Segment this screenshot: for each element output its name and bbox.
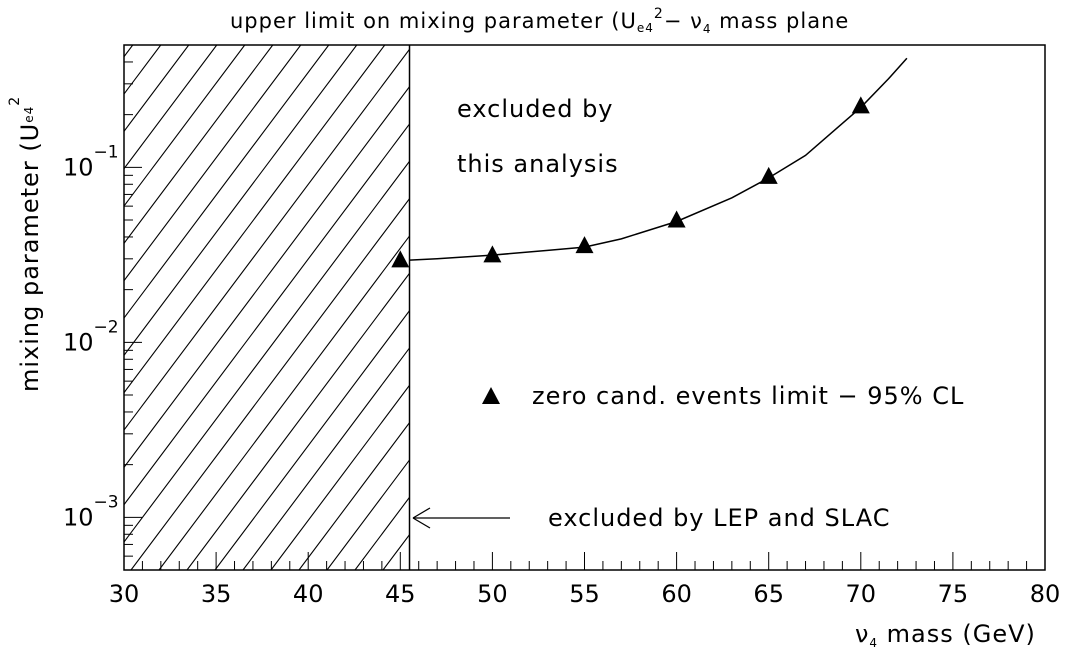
annotation-lep-slac: excluded by LEP and SLAC	[548, 504, 890, 532]
hatch-line	[354, 496, 410, 570]
hatch-line	[326, 459, 410, 570]
y-axis-ticks	[124, 44, 142, 571]
annotation-this-analysis: this analysis	[457, 150, 619, 178]
x-tick-label: 80	[1030, 580, 1061, 608]
hatch-line	[124, 45, 358, 357]
hatch-line	[158, 235, 410, 570]
data-point	[667, 210, 686, 228]
x-tick-label: 70	[846, 580, 877, 608]
hatch-line	[124, 45, 302, 282]
data-point	[851, 96, 870, 114]
hatch-line	[124, 160, 410, 543]
plot-frame	[123, 44, 1046, 571]
hatch-line	[186, 272, 410, 570]
x-axis-label: ν4 mass (GeV)	[855, 620, 1036, 650]
hatch-line	[298, 421, 410, 570]
legend-label: zero cand. events limit − 95% CL	[532, 382, 964, 410]
y-tick-label: 10−3	[63, 492, 119, 531]
hatch-line	[124, 45, 218, 170]
hatch-line	[124, 45, 274, 245]
y-axis-label: mixing parameter (Ue42	[7, 96, 44, 392]
hatch-line	[382, 533, 410, 570]
x-tick-label: 40	[293, 580, 324, 608]
hatch-line	[411, 45, 805, 570]
hatch-line	[214, 309, 410, 570]
x-tick-label: 35	[201, 580, 232, 608]
hatch-line	[124, 123, 410, 506]
legend: zero cand. events limit − 95% CL	[482, 382, 964, 410]
data-point	[483, 245, 502, 263]
hatch-line	[124, 45, 330, 319]
data-markers	[391, 96, 870, 268]
lep-arrow	[412, 507, 510, 529]
hatch-line	[124, 45, 386, 394]
hatch-line	[270, 384, 410, 570]
data-point	[759, 166, 778, 184]
y-axis-tick-labels: 10−1 10−2 10−3	[63, 142, 119, 531]
hatch-line	[124, 85, 410, 469]
y-tick-label: 10−1	[63, 142, 119, 181]
x-tick-label: 45	[385, 580, 416, 608]
x-tick-label: 50	[477, 580, 508, 608]
x-axis-ticks	[123, 552, 1046, 570]
hatch-line	[242, 347, 410, 570]
hatch-line	[124, 45, 246, 207]
x-tick-label: 65	[753, 580, 784, 608]
x-tick-label: 75	[938, 580, 969, 608]
excluded-region-hatch	[124, 45, 805, 570]
x-tick-label: 30	[109, 580, 140, 608]
chart-title: upper limit on mixing parameter (Ue42− ν…	[230, 6, 849, 36]
hatch-line	[124, 48, 410, 431]
legend-marker	[482, 387, 500, 404]
x-axis-tick-labels: 30 35 40 45 50 55 60 65 70 75 80	[109, 580, 1061, 608]
y-tick-label: 10−2	[63, 317, 119, 356]
x-tick-label: 55	[569, 580, 600, 608]
annotation-excluded-by: excluded by	[457, 95, 614, 123]
hatch-line	[130, 197, 410, 570]
x-tick-label: 60	[661, 580, 692, 608]
data-point	[391, 250, 410, 268]
data-point	[575, 236, 594, 254]
